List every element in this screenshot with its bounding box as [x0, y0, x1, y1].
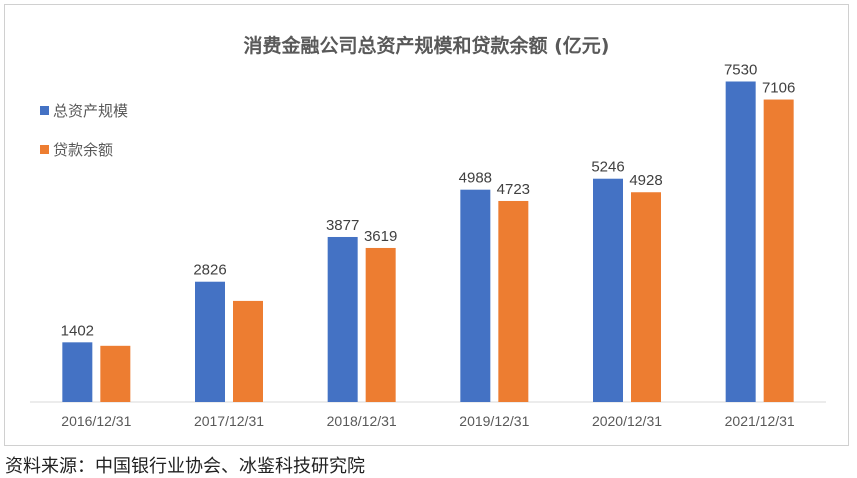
x-tick-label: 2017/12/31: [194, 413, 264, 429]
data-label: 1402: [61, 322, 94, 339]
legend-label: 总资产规模: [53, 102, 128, 120]
bar-loan-balance: [100, 345, 131, 402]
data-label: 3619: [364, 228, 397, 245]
data-label: 4723: [497, 181, 530, 198]
bar-total-assets: [327, 236, 358, 402]
chart-frame: 消费金融公司总资产规模和贷款余额 (亿元): [4, 4, 849, 446]
source-note: 资料来源：中国银行业协会、冰鉴科技研究院: [5, 456, 365, 477]
bar-loan-balance: [233, 300, 263, 402]
bar-total-assets: [593, 178, 623, 402]
data-label: 4988: [459, 170, 492, 187]
legend-swatch-loan-balance: [40, 145, 49, 154]
data-label: 7106: [762, 80, 795, 97]
bar-total-assets: [195, 281, 225, 402]
bar-loan-balance: [365, 247, 396, 402]
bar-total-assets: [62, 342, 93, 402]
bar-loan-balance: [631, 192, 661, 402]
bar-loan-balance: [498, 200, 529, 402]
data-label: 5246: [591, 159, 624, 176]
x-tick-label: 2021/12/31: [725, 413, 795, 429]
chart-title: 消费金融公司总资产规模和贷款余额 (亿元): [243, 35, 610, 57]
data-label: 4928: [629, 172, 662, 189]
data-label: 3877: [326, 217, 359, 234]
bar-total-assets: [725, 81, 756, 402]
legend-label: 贷款余额: [53, 141, 113, 159]
data-label: 2826: [193, 262, 226, 279]
data-label: 7530: [724, 61, 757, 78]
x-tick-label: 2016/12/31: [61, 413, 131, 429]
x-tick-label: 2018/12/31: [327, 413, 397, 429]
x-tick-label: 2019/12/31: [459, 413, 529, 429]
bar-loan-balance: [763, 99, 794, 402]
x-tick-label: 2020/12/31: [592, 413, 662, 429]
legend-swatch-total-assets: [40, 106, 49, 115]
bar-total-assets: [460, 189, 491, 402]
